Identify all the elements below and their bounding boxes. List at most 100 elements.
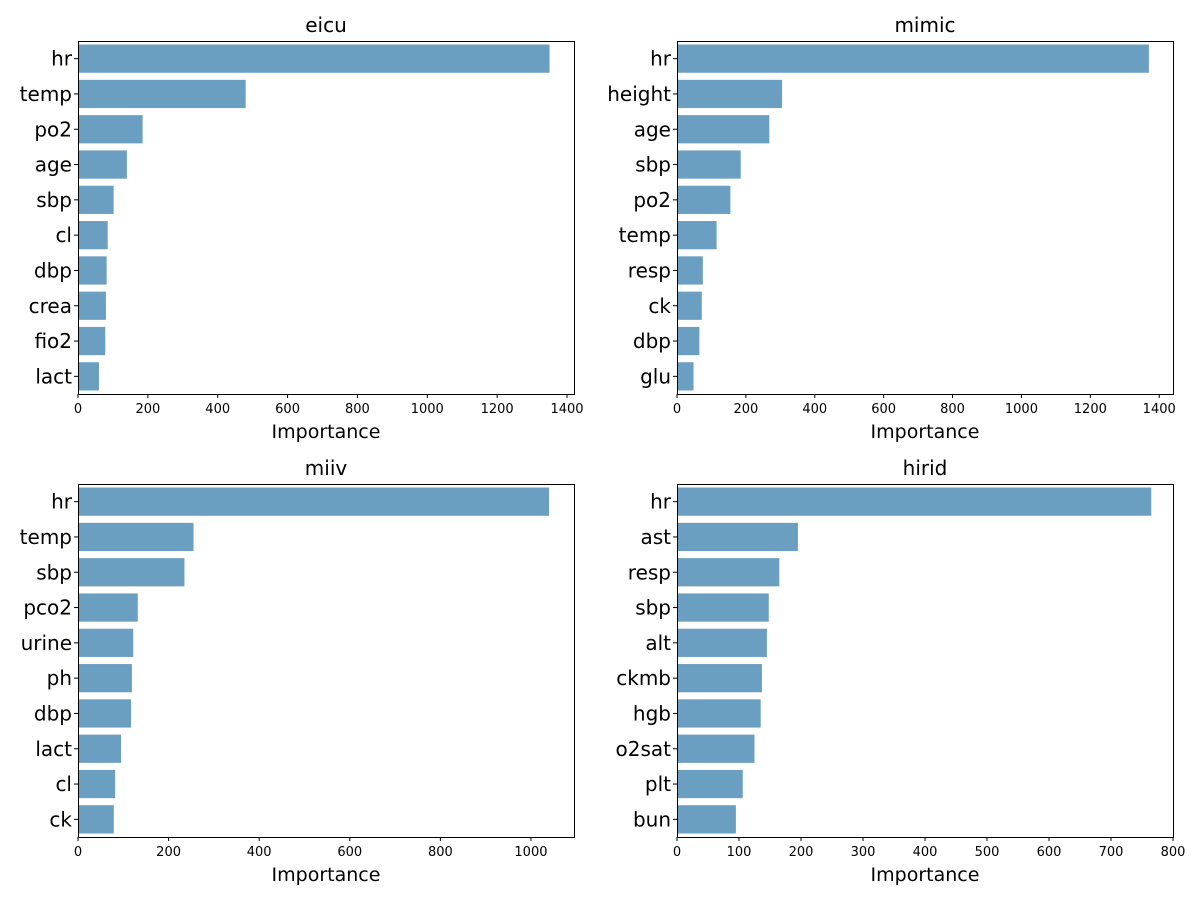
bar-glu bbox=[677, 362, 694, 391]
y-tick-label: hr bbox=[51, 490, 73, 514]
x-tick-label: 800 bbox=[1161, 845, 1186, 860]
y-tick-label: lact bbox=[35, 364, 72, 388]
y-tick-label: ph bbox=[47, 666, 72, 690]
bar-temp bbox=[78, 522, 194, 552]
bar-po2 bbox=[677, 185, 731, 214]
y-tick-label: glu bbox=[640, 364, 671, 388]
x-tick-label: 400 bbox=[247, 845, 272, 860]
y-tick-label: resp bbox=[628, 560, 671, 584]
y-tick-label: sbp bbox=[635, 596, 671, 620]
y-tick-label: sbp bbox=[635, 153, 671, 177]
x-tick-label: 0 bbox=[74, 402, 82, 417]
bar-sbp bbox=[78, 185, 114, 214]
bar-sbp bbox=[677, 150, 741, 179]
bar-ast bbox=[677, 522, 798, 552]
bar-pco2 bbox=[78, 593, 138, 622]
x-tick-label: 1000 bbox=[411, 402, 444, 417]
bar-crea bbox=[78, 291, 106, 320]
bar-alt bbox=[677, 628, 767, 657]
y-tick-label: cl bbox=[55, 772, 72, 796]
y-tick-label: dbp bbox=[34, 701, 72, 725]
y-tick-label: o2sat bbox=[616, 737, 672, 761]
bar-temp bbox=[78, 79, 246, 109]
x-tick-label: 200 bbox=[789, 845, 814, 860]
chart-title: hirid bbox=[903, 456, 948, 480]
bar-ckmb bbox=[677, 664, 762, 693]
bar-age bbox=[677, 115, 770, 144]
bar-dbp bbox=[78, 699, 131, 728]
axes-frame bbox=[677, 484, 1174, 838]
y-tick-label: urine bbox=[21, 631, 72, 655]
y-tick-label: sbp bbox=[36, 188, 72, 212]
x-tick-label: 0 bbox=[673, 402, 681, 417]
y-tick-label: ck bbox=[49, 807, 72, 831]
y-tick-label: hr bbox=[650, 490, 672, 514]
x-tick-label: 400 bbox=[802, 402, 827, 417]
y-tick-label: hr bbox=[650, 47, 672, 71]
y-tick-label: temp bbox=[20, 82, 72, 106]
y-tick-label: resp bbox=[628, 258, 671, 282]
bar-resp bbox=[677, 256, 703, 285]
bar-hr bbox=[78, 487, 550, 516]
bar-lact bbox=[78, 734, 122, 763]
x-tick-label: 400 bbox=[913, 845, 938, 860]
x-tick-label: 0 bbox=[74, 845, 82, 860]
y-tick-label: temp bbox=[20, 525, 72, 549]
bar-lact bbox=[78, 362, 99, 391]
y-tick-label: crea bbox=[29, 294, 72, 318]
x-tick-label: 700 bbox=[1099, 845, 1124, 860]
bar-dbp bbox=[78, 256, 107, 285]
x-tick-label: 800 bbox=[428, 845, 453, 860]
y-tick-label: temp bbox=[619, 223, 671, 247]
x-axis-label: Importance bbox=[871, 864, 980, 886]
chart-title: eicu bbox=[305, 13, 347, 37]
x-tick-label: 1400 bbox=[550, 402, 583, 417]
x-tick-label: 600 bbox=[337, 845, 362, 860]
axes-frame bbox=[677, 41, 1174, 395]
bar-dbp bbox=[677, 326, 700, 356]
x-tick-label: 100 bbox=[727, 845, 752, 860]
bar-hgb bbox=[677, 699, 761, 728]
x-tick-label: 1000 bbox=[514, 845, 547, 860]
y-tick-label: height bbox=[607, 82, 671, 106]
bar-o2sat bbox=[677, 734, 755, 763]
bar-cl bbox=[78, 769, 116, 799]
y-tick-label: cl bbox=[55, 223, 72, 247]
y-tick-label: fio2 bbox=[34, 329, 72, 353]
chart-title: miiv bbox=[305, 456, 348, 480]
y-tick-label: hr bbox=[51, 47, 73, 71]
y-tick-label: age bbox=[35, 153, 72, 177]
panel-miiv: hr temp sbp pco2 urine ph dbp lact cl ck0 200 400 60… bbox=[20, 456, 575, 886]
x-axis-label: Importance bbox=[272, 421, 381, 443]
x-tick-label: 200 bbox=[135, 402, 160, 417]
bar-sbp bbox=[677, 593, 769, 622]
bar-resp bbox=[677, 558, 780, 587]
bar-plt bbox=[677, 769, 743, 799]
bar-fio2 bbox=[78, 326, 106, 356]
y-tick-label: alt bbox=[645, 631, 671, 655]
axes-frame bbox=[78, 484, 575, 838]
chart-title: mimic bbox=[894, 13, 955, 37]
x-tick-label: 800 bbox=[345, 402, 370, 417]
x-tick-label: 600 bbox=[275, 402, 300, 417]
x-tick-label: 1200 bbox=[481, 402, 514, 417]
x-axis-label: Importance bbox=[871, 421, 980, 443]
axes-frame bbox=[78, 41, 575, 395]
y-tick-label: bun bbox=[633, 807, 671, 831]
x-tick-label: 600 bbox=[1037, 845, 1062, 860]
x-tick-label: 400 bbox=[205, 402, 230, 417]
y-tick-label: age bbox=[634, 117, 671, 141]
x-tick-label: 800 bbox=[940, 402, 965, 417]
x-tick-label: 1000 bbox=[1005, 402, 1038, 417]
bar-sbp bbox=[78, 558, 185, 587]
x-tick-label: 200 bbox=[156, 845, 181, 860]
y-tick-label: ck bbox=[648, 294, 671, 318]
bar-ck bbox=[78, 805, 114, 834]
x-tick-label: 500 bbox=[975, 845, 1000, 860]
bar-temp bbox=[677, 221, 717, 250]
y-tick-label: sbp bbox=[36, 560, 72, 584]
bar-urine bbox=[78, 628, 134, 657]
